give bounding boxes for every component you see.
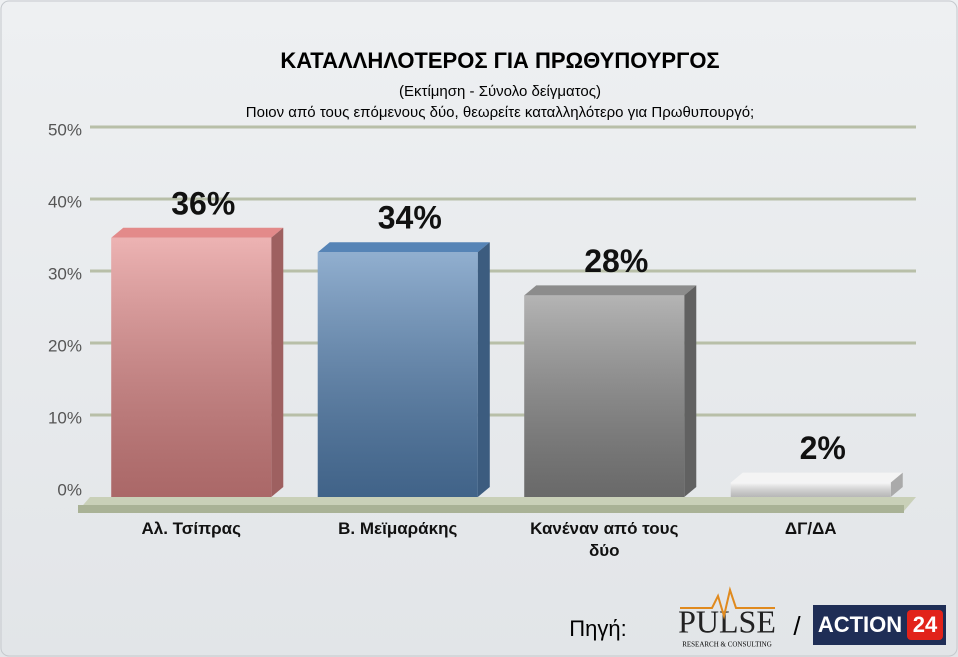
y-tick-label: 40% <box>48 192 82 211</box>
bar-top <box>111 227 284 238</box>
x-tick-label: ΔΓ/ΔΑ <box>784 519 837 538</box>
y-tick-label: 50% <box>48 120 82 139</box>
source-label: Πηγή: <box>569 616 626 641</box>
bar-side <box>477 242 490 497</box>
bar-side <box>271 227 284 498</box>
bar-side-shade <box>477 242 490 497</box>
y-tick-label: 20% <box>48 336 82 355</box>
y-tick-label: 10% <box>48 408 82 427</box>
y-tick-label: 30% <box>48 264 82 283</box>
value-label: 34% <box>378 200 442 236</box>
action-text: ACTION <box>818 612 902 637</box>
subtitle: (Εκτίμηση - Σύνολο δείγματος) <box>399 83 601 100</box>
subtitle: Ποιον από τους επόμενους δύο, θεωρείτε κ… <box>246 104 754 121</box>
action-badge <box>907 610 943 640</box>
bar-shade <box>730 482 891 497</box>
x-tick-label: Κανέναν από τους δύο <box>530 519 679 560</box>
bar-shade <box>524 295 685 497</box>
x-tick-label: Β. Μεϊμαράκης <box>338 519 458 538</box>
x-tick-label: Αλ. Τσίπρας <box>141 519 241 538</box>
pulse-wave <box>680 586 775 620</box>
action-number: 24 <box>913 612 938 637</box>
chart-title: ΚΑΤΑΛΛΗΛΟΤΕΡΟΣ ΓΙΑ ΠΡΩΘΥΠΟΥΡΓΟΣ <box>280 48 719 73</box>
pulse-logo: PULSE <box>678 603 776 639</box>
bar-shade <box>111 237 272 498</box>
pulse-tagline: RESEARCH & CONSULTING <box>682 641 772 649</box>
bar-side <box>890 472 903 497</box>
bar-side-shade <box>684 285 697 497</box>
separator: / <box>793 611 801 641</box>
floor-edge <box>78 505 904 513</box>
bar-side-shade <box>271 227 284 498</box>
bar-top <box>524 285 697 296</box>
bar-shade <box>317 252 478 497</box>
value-label: 2% <box>800 430 846 466</box>
bar-side-shade <box>890 472 903 497</box>
value-label: 36% <box>171 185 235 221</box>
bar-side <box>684 285 697 497</box>
bar-top <box>317 242 490 253</box>
y-tick-label: 0% <box>57 480 82 499</box>
value-label: 28% <box>584 243 648 279</box>
bar-top <box>730 472 903 483</box>
